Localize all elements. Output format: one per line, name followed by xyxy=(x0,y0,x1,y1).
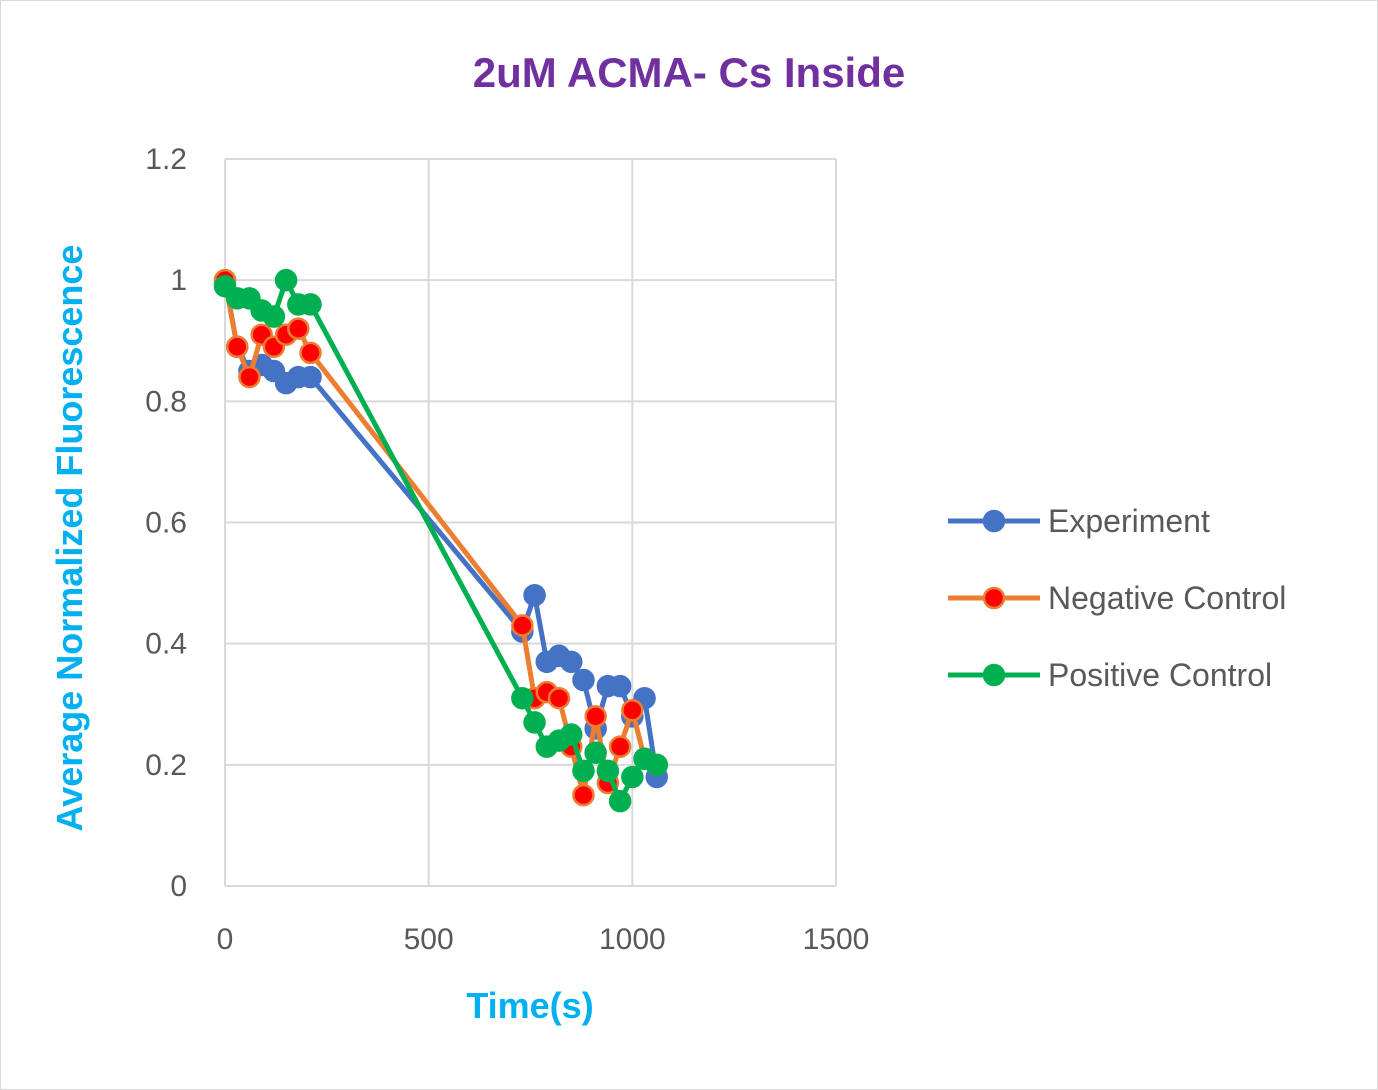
data-point xyxy=(572,668,595,692)
data-point xyxy=(523,583,546,607)
chart-title: 2uM ACMA- Cs Inside xyxy=(473,49,905,96)
legend-item: Positive Control xyxy=(948,657,1272,693)
y-tick-label: 1.2 xyxy=(145,143,187,176)
legend: Experiment Negative Control Positive Contr… xyxy=(948,503,1286,693)
y-tick-label: 1 xyxy=(170,264,187,297)
legend-item: Experiment xyxy=(948,503,1210,539)
y-tick-label: 0 xyxy=(170,870,187,903)
data-point xyxy=(621,765,644,789)
x-tick-label: 1000 xyxy=(599,923,666,956)
series-negative-control xyxy=(213,268,669,807)
y-axis-ticks: 0 0.2 0.4 0.6 0.8 1 1.2 xyxy=(145,143,187,903)
x-tick-label: 1500 xyxy=(803,923,870,956)
x-axis-label: Time(s) xyxy=(466,985,593,1026)
data-point xyxy=(511,614,534,637)
data-point xyxy=(238,365,261,389)
data-point xyxy=(584,705,607,728)
data-point xyxy=(559,650,583,674)
data-point xyxy=(299,365,322,389)
series-line xyxy=(222,279,660,778)
legend-marker xyxy=(982,586,1006,610)
legend-marker xyxy=(982,509,1006,533)
data-point xyxy=(225,335,249,359)
data-point xyxy=(608,674,632,698)
data-point xyxy=(299,293,322,316)
plot-area xyxy=(213,268,669,813)
data-point xyxy=(262,305,286,328)
data-point xyxy=(299,341,322,365)
x-tick-label: 500 xyxy=(404,923,454,956)
data-point xyxy=(287,317,310,340)
data-point xyxy=(596,759,620,783)
grid xyxy=(224,158,837,887)
data-point xyxy=(608,789,632,813)
data-point xyxy=(645,753,669,777)
legend-label: Negative Control xyxy=(1048,580,1286,616)
legend-label: Positive Control xyxy=(1048,657,1272,693)
x-axis-ticks: 0 500 1000 1500 xyxy=(217,923,870,956)
legend-item: Negative Control xyxy=(948,580,1286,616)
y-tick-label: 0.2 xyxy=(145,749,187,782)
y-tick-label: 0.6 xyxy=(145,507,187,540)
legend-marker xyxy=(982,663,1006,687)
y-tick-label: 0.4 xyxy=(145,628,187,661)
y-tick-label: 0.8 xyxy=(145,385,187,418)
y-axis-label: Average Normalized Fluorescence xyxy=(49,245,90,832)
data-point xyxy=(621,699,644,722)
series-positive-control xyxy=(213,268,669,813)
data-point xyxy=(523,711,546,734)
data-point xyxy=(559,723,583,746)
data-point xyxy=(274,268,298,292)
data-point xyxy=(547,686,571,710)
data-point xyxy=(572,759,595,783)
data-point xyxy=(572,783,595,807)
x-tick-label: 0 xyxy=(217,923,234,956)
data-point xyxy=(608,735,632,758)
legend-label: Experiment xyxy=(1048,503,1210,539)
data-point xyxy=(511,686,534,710)
data-point xyxy=(584,741,607,764)
